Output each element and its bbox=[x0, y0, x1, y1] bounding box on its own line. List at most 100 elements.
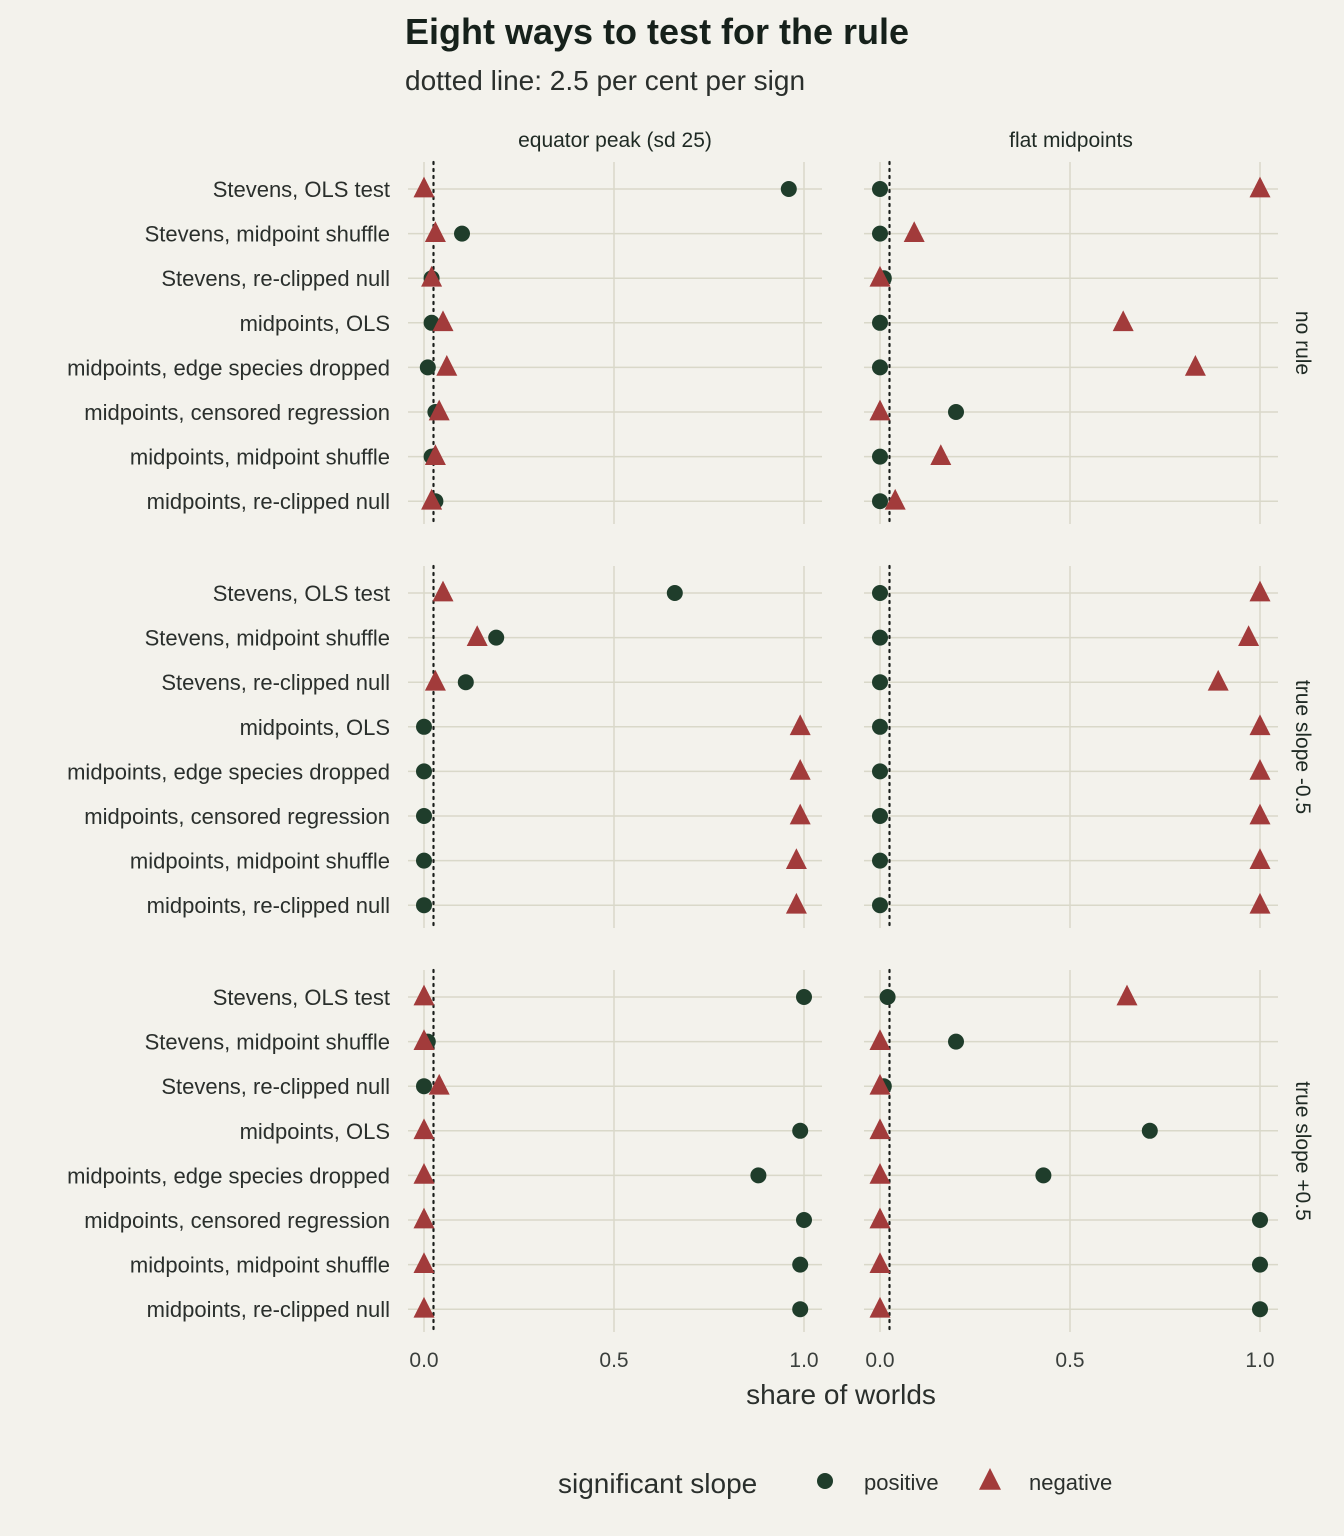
negative-point bbox=[413, 1296, 435, 1318]
positive-point bbox=[750, 1167, 767, 1184]
method-label: midpoints, midpoint shuffle bbox=[130, 849, 390, 874]
method-label: midpoints, OLS bbox=[240, 715, 390, 740]
legend-negative-label: negative bbox=[1029, 1470, 1112, 1495]
method-label: Stevens, OLS test bbox=[213, 985, 390, 1010]
column-strip-equator-peak-sd-25: equator peak (sd 25) bbox=[518, 129, 712, 152]
negative-point bbox=[1112, 310, 1134, 332]
negative-point bbox=[421, 265, 443, 287]
negative-point bbox=[869, 1207, 891, 1229]
x-tick-label: 0.0 bbox=[865, 1349, 894, 1372]
negative-point bbox=[869, 1163, 891, 1184]
positive-point bbox=[454, 225, 470, 242]
method-label: Stevens, re-clipped null bbox=[161, 670, 390, 695]
negative-point bbox=[413, 984, 435, 1006]
method-label: midpoints, edge species dropped bbox=[67, 1163, 390, 1188]
negative-point bbox=[424, 444, 446, 465]
positive-point bbox=[457, 674, 474, 691]
negative-point bbox=[1249, 848, 1271, 869]
marks bbox=[413, 176, 1271, 1318]
negative-point bbox=[869, 399, 891, 421]
panel-no-rule-equator-peak-sd-25 bbox=[408, 160, 822, 526]
method-label: Stevens, midpoint shuffle bbox=[145, 1030, 390, 1055]
positive-point bbox=[416, 852, 432, 869]
negative-point bbox=[869, 1029, 891, 1050]
negative-point bbox=[1249, 803, 1271, 825]
negative-point bbox=[1249, 759, 1271, 780]
negative-point bbox=[413, 176, 435, 198]
positive-point bbox=[872, 448, 888, 465]
negative-point bbox=[424, 221, 446, 242]
negative-point bbox=[424, 669, 446, 691]
positive-point bbox=[872, 181, 888, 197]
positive-point bbox=[792, 1256, 809, 1273]
positive-point bbox=[872, 225, 888, 242]
negative-point bbox=[413, 1207, 435, 1229]
method-label: Stevens, midpoint shuffle bbox=[145, 222, 390, 247]
positive-point bbox=[872, 763, 888, 780]
marks-true-slope-0-5-flat-midpoints bbox=[872, 580, 1271, 914]
method-label: midpoints, censored regression bbox=[84, 804, 390, 829]
positive-point bbox=[872, 674, 888, 691]
method-label: Stevens, OLS test bbox=[213, 581, 390, 606]
positive-point bbox=[416, 897, 432, 914]
positive-point bbox=[948, 1033, 964, 1050]
negative-point bbox=[869, 1296, 891, 1318]
method-label: midpoints, re-clipped null bbox=[147, 893, 390, 918]
negative-point bbox=[869, 1118, 891, 1140]
legend: significant slope positive negative bbox=[558, 1468, 1112, 1499]
negative-point bbox=[1249, 892, 1271, 914]
negative-point bbox=[413, 1029, 435, 1050]
negative-point bbox=[869, 1073, 891, 1095]
chart-subtitle: dotted line: 2.5 per cent per sign bbox=[405, 65, 805, 96]
negative-point bbox=[436, 355, 458, 376]
positive-point bbox=[792, 1122, 809, 1139]
negative-point bbox=[1238, 625, 1260, 646]
marks-no-rule-equator-peak-sd-25 bbox=[413, 176, 797, 510]
negative-point bbox=[432, 580, 454, 602]
method-label: midpoints, re-clipped null bbox=[147, 489, 390, 514]
method-label: midpoints, edge species dropped bbox=[67, 355, 390, 380]
positive-point bbox=[872, 852, 888, 869]
negative-point bbox=[1249, 580, 1271, 602]
positive-point bbox=[416, 1078, 432, 1095]
method-label: midpoints, OLS bbox=[240, 311, 390, 336]
negative-point bbox=[930, 444, 952, 465]
positive-point bbox=[948, 404, 964, 420]
positive-point bbox=[1141, 1122, 1158, 1139]
negative-point bbox=[789, 803, 811, 825]
marks-true-slope-0-5-equator-peak-sd-25 bbox=[413, 984, 812, 1318]
marks-no-rule-flat-midpoints bbox=[869, 176, 1271, 510]
negative-point bbox=[1249, 714, 1271, 736]
negative-point bbox=[869, 265, 891, 287]
positive-point bbox=[488, 629, 505, 646]
column-strip-flat-midpoints: flat midpoints bbox=[1009, 129, 1133, 152]
positive-point bbox=[872, 629, 888, 646]
method-label: midpoints, OLS bbox=[240, 1119, 390, 1144]
x-tick-label: 1.0 bbox=[1245, 1349, 1274, 1372]
chart-title: Eight ways to test for the rule bbox=[405, 11, 909, 52]
method-label: midpoints, re-clipped null bbox=[147, 1297, 390, 1322]
labels: equator peak (sd 25) flat midpoints no rul… bbox=[67, 129, 1314, 1372]
positive-point bbox=[872, 808, 888, 824]
negative-point bbox=[789, 759, 811, 780]
method-label: Stevens, midpoint shuffle bbox=[145, 626, 390, 651]
positive-point bbox=[796, 989, 812, 1005]
negative-point bbox=[1116, 984, 1138, 1006]
negative-point bbox=[1249, 176, 1271, 198]
negative-point bbox=[789, 714, 811, 736]
negative-point bbox=[413, 1118, 435, 1140]
negative-point bbox=[1184, 355, 1206, 376]
positive-point bbox=[879, 989, 896, 1005]
method-label: midpoints, midpoint shuffle bbox=[130, 1253, 390, 1278]
negative-point bbox=[413, 1252, 435, 1273]
legend-title: significant slope bbox=[558, 1468, 757, 1499]
negative-point bbox=[884, 488, 906, 510]
positive-point bbox=[780, 181, 797, 197]
positive-point bbox=[666, 585, 683, 601]
method-label: Stevens, re-clipped null bbox=[161, 1074, 390, 1099]
legend-negative-key bbox=[979, 1468, 1001, 1490]
positive-point bbox=[416, 718, 432, 735]
positive-point bbox=[416, 808, 432, 824]
method-label: Stevens, re-clipped null bbox=[161, 266, 390, 291]
